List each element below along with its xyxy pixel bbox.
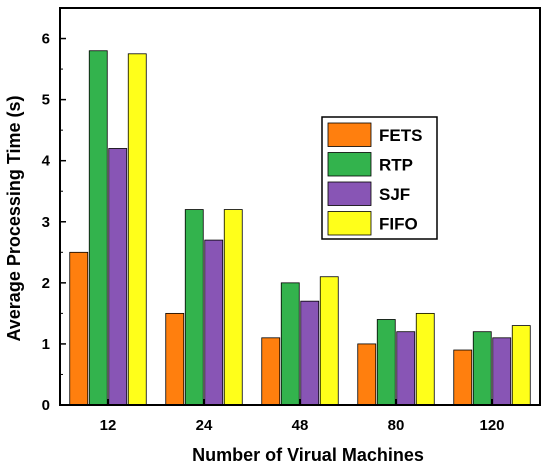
legend-swatch-rtp bbox=[327, 152, 372, 177]
y-axis-title: Average Processing Time (s) bbox=[4, 95, 24, 341]
bar-fets-120 bbox=[453, 349, 473, 406]
y-tick-label: 3 bbox=[42, 214, 50, 231]
legend-label-rtp: RTP bbox=[379, 155, 413, 174]
bar-rtp-80 bbox=[376, 319, 396, 406]
bar-rtp-120 bbox=[472, 331, 492, 406]
bar-sjf-48 bbox=[300, 300, 320, 406]
bar-rtp-12 bbox=[88, 50, 108, 406]
bar-fifo-24 bbox=[223, 209, 243, 406]
bars-group bbox=[69, 50, 531, 406]
legend-label-fets: FETS bbox=[379, 126, 422, 145]
x-axis: 12 24 48 80 120 bbox=[100, 399, 505, 434]
bar-sjf-80 bbox=[396, 331, 416, 406]
legend-swatch-sjf bbox=[327, 181, 372, 206]
legend-swatch-fets bbox=[327, 122, 372, 147]
bar-fets-24 bbox=[165, 312, 185, 406]
x-tick-label: 24 bbox=[196, 417, 213, 434]
bar-rtp-48 bbox=[280, 282, 300, 406]
bar-sjf-12 bbox=[108, 148, 128, 406]
plot-frame bbox=[59, 7, 541, 406]
bar-fifo-80 bbox=[415, 312, 435, 406]
bar-rtp-24 bbox=[184, 209, 204, 406]
y-tick-label: 4 bbox=[42, 153, 51, 170]
x-tick-label: 80 bbox=[388, 417, 405, 434]
y-tick-label: 1 bbox=[42, 336, 50, 353]
legend-swatch-fifo bbox=[327, 211, 372, 236]
bar-sjf-24 bbox=[204, 239, 224, 406]
bar-fifo-120 bbox=[511, 325, 531, 406]
y-tick-label: 5 bbox=[42, 92, 50, 109]
legend-label-sjf: SJF bbox=[379, 185, 410, 204]
x-tick-label: 12 bbox=[100, 417, 117, 434]
y-axis: 0 1 2 3 4 5 6 bbox=[42, 31, 66, 414]
x-axis-title: Number of Virual Machines bbox=[192, 445, 424, 465]
bar-sjf-120 bbox=[492, 337, 512, 406]
bar-fifo-48 bbox=[319, 276, 339, 406]
y-tick-label: 2 bbox=[42, 275, 50, 292]
x-tick-label: 120 bbox=[479, 417, 504, 434]
legend-label-fifo: FIFO bbox=[379, 214, 418, 233]
y-tick-label: 6 bbox=[42, 31, 50, 48]
y-tick-label: 0 bbox=[42, 397, 50, 414]
legend: FETS RTP SJF FIFO bbox=[321, 116, 438, 240]
bar-fets-12 bbox=[69, 251, 89, 406]
bar-fifo-12 bbox=[127, 53, 147, 406]
x-tick-label: 48 bbox=[292, 417, 309, 434]
bar-fets-48 bbox=[261, 337, 281, 406]
bar-fets-80 bbox=[357, 343, 377, 406]
